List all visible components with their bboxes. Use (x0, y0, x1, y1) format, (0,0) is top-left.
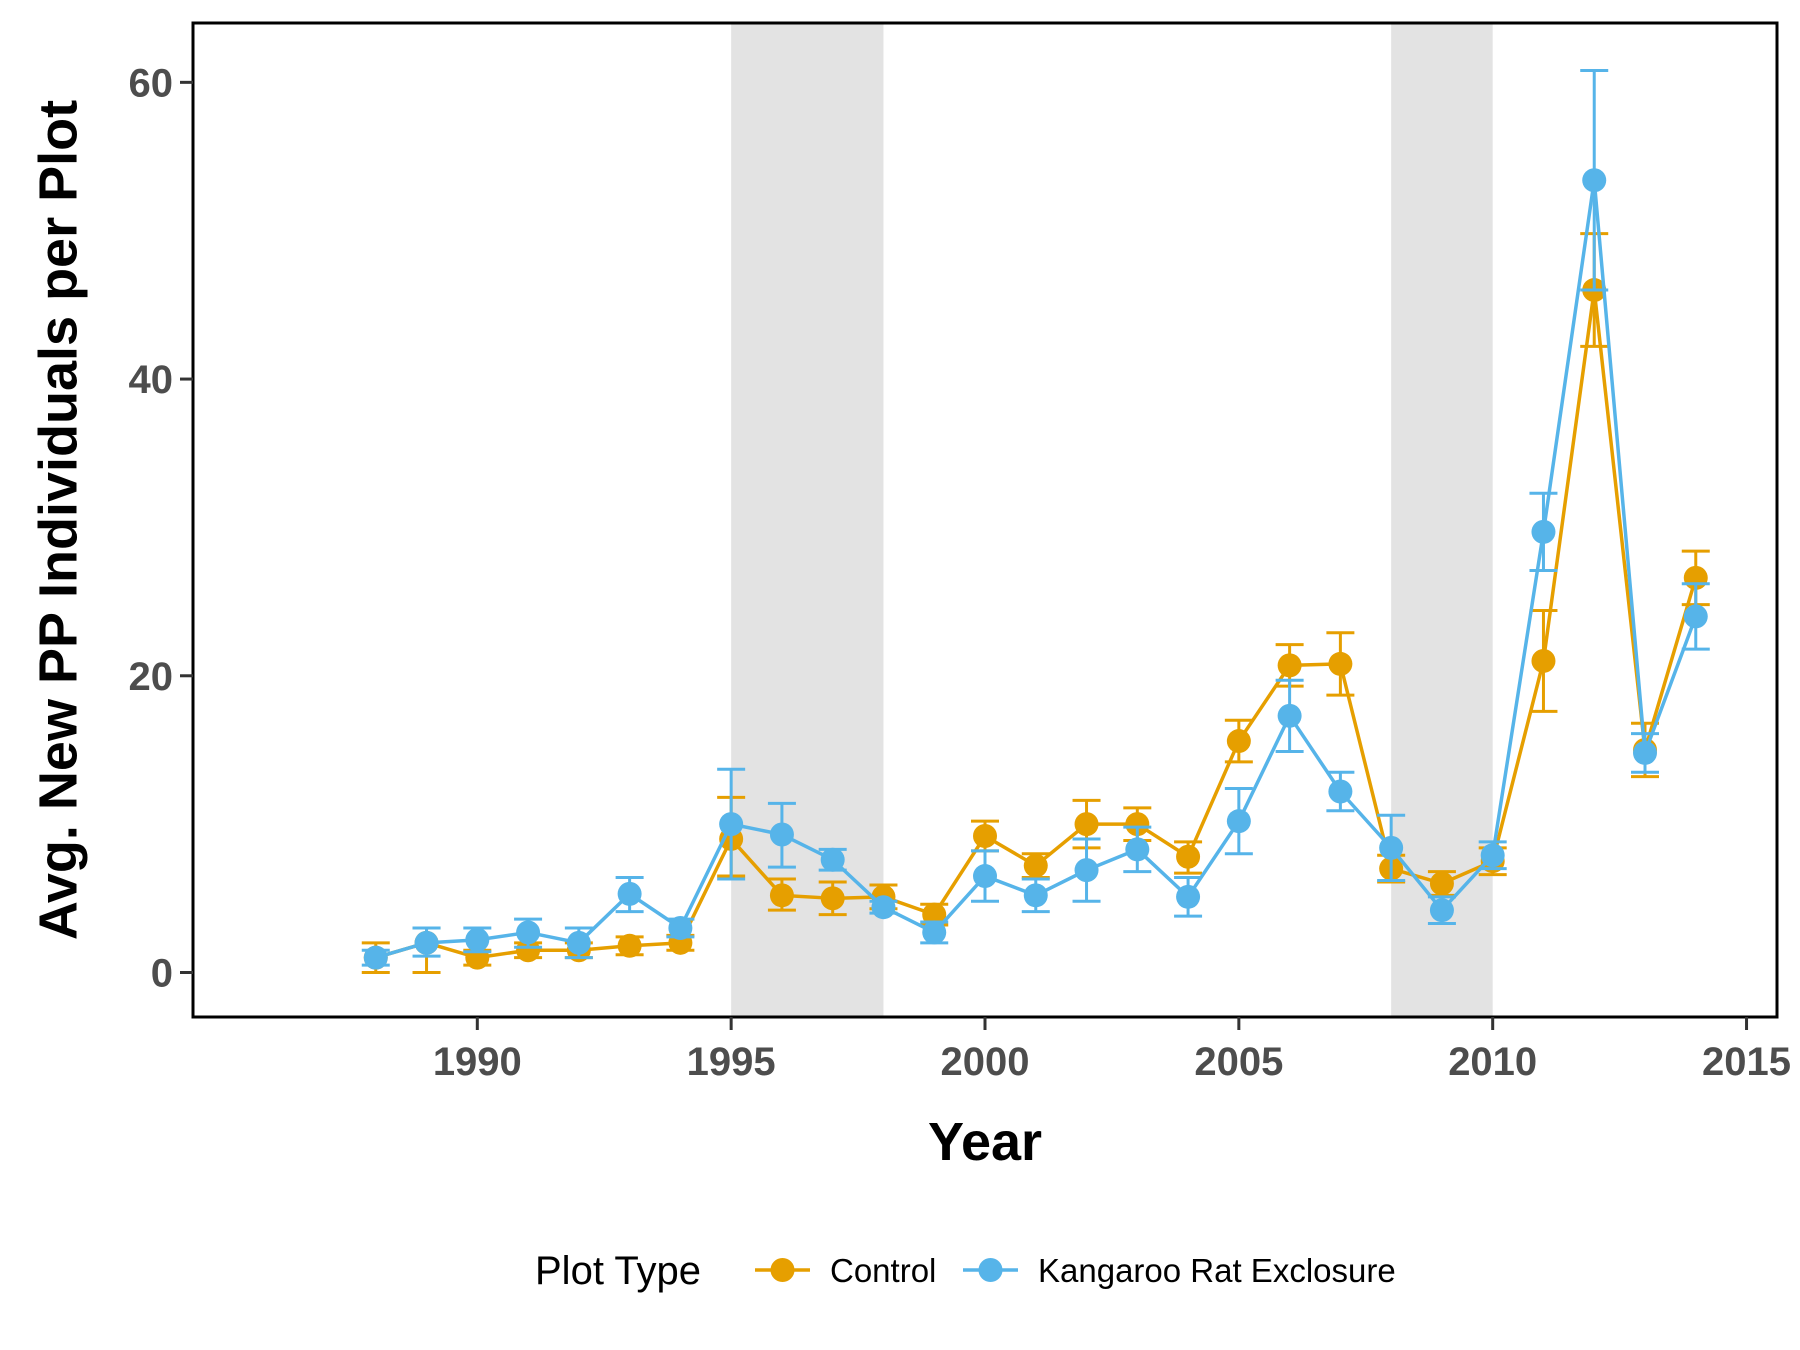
legend-label: Control (830, 1252, 936, 1289)
x-tick-label: 1990 (433, 1040, 522, 1084)
data-point (1125, 812, 1150, 837)
data-point (1683, 604, 1708, 629)
data-point (769, 883, 794, 908)
y-tick-label: 40 (129, 358, 174, 402)
x-tick-label: 2015 (1702, 1040, 1791, 1084)
data-point (414, 930, 439, 955)
shaded-period (1391, 23, 1493, 1017)
data-point (1023, 853, 1048, 878)
legend-key-point (770, 1258, 795, 1282)
data-point (465, 927, 490, 952)
data-point (973, 824, 997, 849)
legend-item-control: Control (755, 1252, 936, 1289)
legend-title: Plot Type (535, 1249, 701, 1293)
data-point (922, 920, 947, 945)
data-point (1023, 883, 1048, 908)
data-point (1176, 844, 1201, 869)
x-tick-label: 1995 (687, 1040, 776, 1084)
y-axis: 0 20 40 60 (129, 61, 193, 995)
data-point (1176, 884, 1201, 909)
data-point (1429, 871, 1454, 896)
series-kangaroo-rat-exclosure (361, 68, 1710, 970)
data-point (1480, 843, 1505, 868)
x-axis-title: Year (928, 1112, 1042, 1172)
series-layer (361, 68, 1710, 974)
y-tick-label: 20 (129, 655, 174, 699)
data-point (820, 886, 845, 911)
shaded-periods (731, 23, 1493, 1017)
legend-item-kangaroo-rat-exclosure: Kangaroo Rat Exclosure (963, 1252, 1396, 1289)
data-point (1633, 740, 1657, 765)
data-point (617, 933, 642, 958)
data-point (1277, 703, 1302, 728)
y-axis-title: Avg. New PP Individuals per Plot (28, 100, 88, 940)
data-point (1531, 648, 1556, 673)
data-point (1074, 858, 1099, 883)
data-point (668, 915, 693, 940)
data-point (820, 847, 845, 872)
data-point (1226, 809, 1251, 834)
legend-items: Control Kangaroo Rat Exclosure (755, 1252, 1396, 1289)
data-point (973, 864, 997, 889)
x-axis: 1990 1995 2000 2005 2010 2015 (433, 1017, 1791, 1084)
y-tick-label: 0 (151, 951, 173, 995)
data-point (1226, 729, 1251, 754)
data-point (871, 895, 896, 920)
data-point (516, 920, 541, 945)
data-point (769, 822, 794, 847)
legend: Plot Type Control Kangaroo Rat Exclosure (535, 1249, 1396, 1293)
data-point (566, 930, 591, 955)
data-point (1125, 837, 1150, 862)
data-point (1582, 168, 1607, 193)
data-point (1429, 898, 1454, 923)
x-tick-label: 2010 (1448, 1040, 1537, 1084)
legend-key-point (978, 1258, 1003, 1282)
data-point (1379, 835, 1404, 860)
x-tick-label: 2000 (941, 1040, 1030, 1084)
shaded-period (731, 23, 884, 1017)
data-point (1328, 651, 1353, 676)
data-point (1277, 653, 1302, 678)
legend-label: Kangaroo Rat Exclosure (1038, 1252, 1396, 1289)
y-tick-label: 60 (129, 61, 174, 105)
data-point (1074, 812, 1099, 837)
data-point (719, 812, 744, 837)
data-point (1328, 779, 1353, 804)
data-point (516, 938, 541, 963)
data-point (363, 945, 388, 970)
x-tick-label: 2005 (1194, 1040, 1283, 1084)
data-point (617, 881, 642, 906)
data-point (1531, 519, 1556, 544)
